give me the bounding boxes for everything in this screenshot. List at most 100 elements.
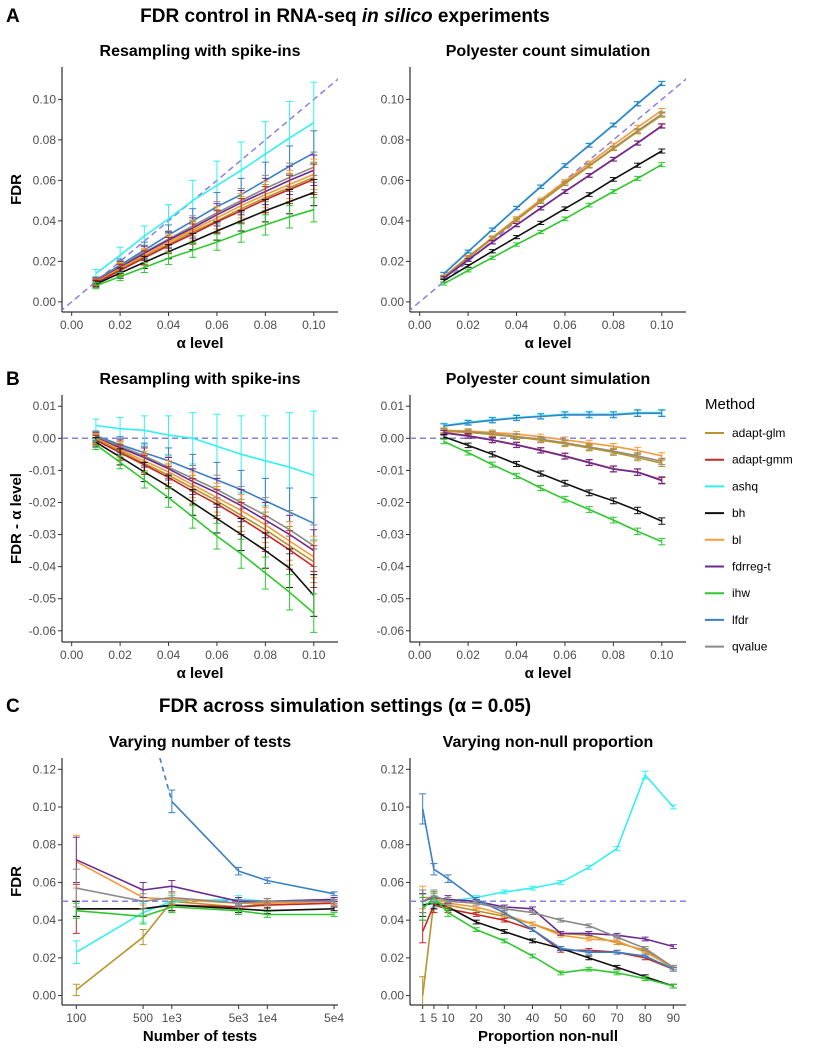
plot-area-c1 xyxy=(62,758,338,997)
x-axis-label-a2: α level xyxy=(525,335,572,352)
plot-area-b2 xyxy=(410,408,686,546)
figure-title: FDR control in RNA-seq in silico experim… xyxy=(140,6,550,27)
legend-label-lfdr: lfdr xyxy=(732,613,749,627)
x-tick-label-c2: 70 xyxy=(610,1011,624,1025)
x-tick-label-a1: 0.06 xyxy=(205,318,229,332)
y-tick-label-c1: 0.02 xyxy=(33,951,57,965)
x-tick-label-c2: 90 xyxy=(667,1011,681,1025)
y-tick-label-c2: 0.06 xyxy=(381,875,405,889)
series-line-b2-bh xyxy=(443,435,663,522)
series-line-c1-ihw xyxy=(76,906,335,918)
series-line-b2-lfdr xyxy=(443,412,662,427)
x-axis-label-a1: α level xyxy=(177,335,224,352)
x-tick-label-a2: 0.06 xyxy=(553,318,577,332)
series-line-c2-bh xyxy=(422,902,674,987)
y-tick-label-a2: 0.00 xyxy=(381,295,405,309)
x-tick-label-b2: 0.10 xyxy=(650,648,674,662)
series-line-c1-bh xyxy=(76,904,335,912)
y-tick-label-b1: 0.00 xyxy=(33,431,57,445)
x-tick-label-a1: 0.00 xyxy=(60,318,84,332)
y-tick-label-a1: 0.10 xyxy=(33,92,57,106)
panel-title-a1: Resampling with spike-ins xyxy=(100,43,301,60)
x-tick-label-b2: 0.08 xyxy=(602,648,626,662)
series-line-a1-fdrreg-t xyxy=(95,169,315,282)
y-tick-label-a1: 0.04 xyxy=(33,214,57,228)
y-tick-label-b1: 0.01 xyxy=(33,399,57,413)
panel-B1: Resampling with spike-ins 0.01 0.00 -0.01 -0… xyxy=(8,371,338,682)
plot-area-b1 xyxy=(62,410,338,633)
y-tick-label-b2: -0.06 xyxy=(377,624,405,638)
panel-A2: Polyester count simulation 0.00 0.02 0.04 0.… xyxy=(381,43,686,352)
panel-title-a2: Polyester count simulation xyxy=(446,43,650,60)
panel-letter-b: B xyxy=(6,369,20,390)
y-tick-label-b1: -0.04 xyxy=(29,560,57,574)
y-tick-label-c1: 0.12 xyxy=(33,762,57,776)
panel-title-c1: Varying number of tests xyxy=(109,734,291,751)
y-tick-label-a1: 0.00 xyxy=(33,295,57,309)
panel-letter-c: C xyxy=(6,696,20,717)
x-tick-label-a2: 0.08 xyxy=(602,318,626,332)
legend-label-bh: bh xyxy=(732,506,745,520)
panel-B2: Polyester count simulation 0.01 0.00 -0.01 -… xyxy=(377,371,686,682)
series-line-b1-ihw xyxy=(95,444,315,614)
y-axis-label-a1: FDR xyxy=(8,174,25,205)
legend-label-bl: bl xyxy=(732,533,741,547)
y-tick-label-c1: 0.08 xyxy=(33,838,57,852)
y-tick-label-b1: -0.01 xyxy=(29,463,57,477)
series-line-b1-bl xyxy=(95,437,315,558)
y-tick-label-a2: 0.06 xyxy=(381,173,405,187)
y-tick-label-c2: 0.02 xyxy=(381,951,405,965)
y-tick-label-c2: 0.10 xyxy=(381,800,405,814)
y-axis-label-b1: FDR - α level xyxy=(8,473,25,564)
x-tick-label-a1: 0.02 xyxy=(108,318,132,332)
y-tick-label-c1: 0.10 xyxy=(33,800,57,814)
x-tick-label-b2: 0.04 xyxy=(505,648,529,662)
series-line-a1-adapt-gmm xyxy=(95,178,315,284)
panel-letter-a: A xyxy=(6,6,20,27)
legend-title: Method xyxy=(705,396,755,413)
series-line-a2-bh xyxy=(443,150,663,282)
series-line-a2-adapt-glm xyxy=(443,114,663,278)
series-line-a1-adapt-glm xyxy=(95,176,315,284)
y-tick-label-b2: -0.01 xyxy=(377,463,405,477)
series-line-b1-adapt-gmm xyxy=(95,439,315,568)
x-tick-label-b1: 0.04 xyxy=(157,648,181,662)
x-tick-label-c2: 20 xyxy=(470,1011,484,1025)
y-tick-label-b2: -0.03 xyxy=(377,528,405,542)
legend-label-adapt-gmm: adapt-gmm xyxy=(732,453,793,467)
x-tick-label-a1: 0.08 xyxy=(254,318,278,332)
y-tick-label-b1: -0.03 xyxy=(29,528,57,542)
series-line-a1-ihw xyxy=(95,208,315,287)
plot-area-c2 xyxy=(410,770,686,1005)
y-tick-label-c1: 0.04 xyxy=(33,913,57,927)
x-tick-label-c2: 80 xyxy=(638,1011,652,1025)
x-tick-label-a1: 0.04 xyxy=(157,318,181,332)
legend-label-fdrreg-t: fdrreg-t xyxy=(732,560,771,574)
panel-title-b1: Resampling with spike-ins xyxy=(100,371,301,388)
series-line-c1-bl xyxy=(75,860,335,905)
x-axis-label-c2: Proportion non-null xyxy=(478,1028,618,1045)
legend-label-qvalue: qvalue xyxy=(732,640,768,654)
series-line-c1-lfdr xyxy=(171,800,335,895)
y-tick-label-c2: 0.12 xyxy=(381,762,405,776)
x-tick-label-c2: 10 xyxy=(441,1011,455,1025)
legend-label-ihw: ihw xyxy=(732,586,750,600)
y-tick-label-b1: -0.05 xyxy=(29,592,57,606)
series-line-a2-ihw xyxy=(443,163,663,285)
x-tick-label-c2: 1 xyxy=(419,1011,426,1025)
x-tick-label-c2: 30 xyxy=(498,1011,512,1025)
series-line-b2-ihw xyxy=(443,440,663,543)
x-tick-label-a2: 0.04 xyxy=(505,318,529,332)
y-tick-label-b2: 0.01 xyxy=(381,399,405,413)
y-tick-label-b2: -0.02 xyxy=(377,495,405,509)
series-line-a1-ashq xyxy=(95,122,315,275)
series-line-c1-qvalue xyxy=(76,887,335,905)
series-line-b1-qvalue xyxy=(95,435,315,547)
y-tick-label-c2: 0.00 xyxy=(381,989,405,1003)
legend-label-adapt-glm: adapt-glm xyxy=(732,426,785,440)
x-tick-label-c2: 60 xyxy=(582,1011,596,1025)
y-tick-label-a1: 0.06 xyxy=(33,173,57,187)
series-line-b1-fdrreg-t xyxy=(95,436,315,552)
x-axis-label-c1: Number of tests xyxy=(143,1028,257,1045)
